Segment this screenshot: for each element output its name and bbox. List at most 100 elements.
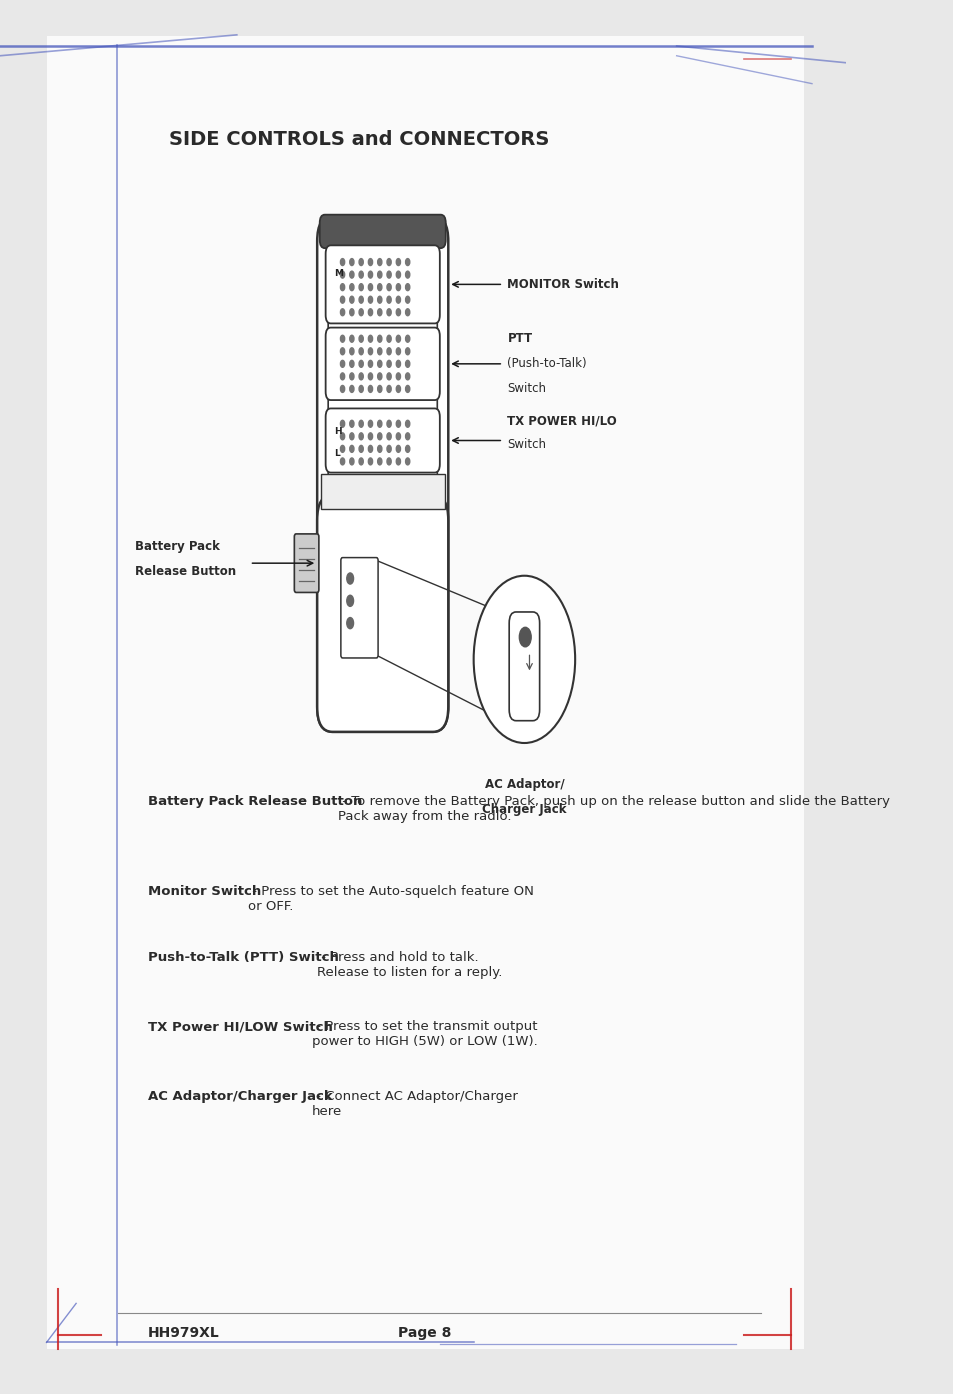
Circle shape (350, 457, 354, 466)
Circle shape (387, 361, 391, 368)
Circle shape (395, 386, 400, 393)
Circle shape (405, 386, 410, 393)
Text: - Press to set the transmit output
power to HIGH (5W) or LOW (1W).: - Press to set the transmit output power… (312, 1020, 537, 1048)
Circle shape (368, 284, 373, 291)
Circle shape (340, 361, 344, 368)
Circle shape (405, 348, 410, 355)
Circle shape (340, 446, 344, 452)
Circle shape (387, 457, 391, 466)
Circle shape (395, 457, 400, 466)
Circle shape (387, 432, 391, 441)
Circle shape (405, 259, 410, 265)
Circle shape (387, 421, 391, 427)
Text: Push-to-Talk (PTT) Switch: Push-to-Talk (PTT) Switch (148, 951, 338, 963)
Text: HH979XL: HH979XL (148, 1326, 219, 1340)
Circle shape (387, 297, 391, 302)
Text: Page 8: Page 8 (397, 1326, 451, 1340)
Circle shape (340, 297, 344, 302)
Circle shape (387, 386, 391, 393)
Circle shape (340, 457, 344, 466)
Circle shape (405, 421, 410, 427)
Circle shape (368, 309, 373, 315)
Circle shape (340, 348, 344, 355)
Circle shape (358, 386, 363, 393)
Circle shape (377, 361, 381, 368)
Circle shape (395, 432, 400, 441)
Circle shape (387, 284, 391, 291)
Circle shape (340, 374, 344, 381)
Circle shape (368, 432, 373, 441)
Circle shape (387, 446, 391, 452)
Circle shape (350, 284, 354, 291)
Text: TX Power HI/LOW Switch: TX Power HI/LOW Switch (148, 1020, 333, 1033)
Circle shape (395, 446, 400, 452)
Text: PTT: PTT (507, 332, 532, 346)
Circle shape (405, 297, 410, 302)
Circle shape (405, 446, 410, 452)
Circle shape (358, 259, 363, 265)
Circle shape (368, 259, 373, 265)
Text: Battery Pack: Battery Pack (135, 539, 220, 553)
Text: SIDE CONTROLS and CONNECTORS: SIDE CONTROLS and CONNECTORS (169, 130, 549, 149)
Circle shape (395, 297, 400, 302)
Circle shape (387, 374, 391, 381)
Circle shape (405, 309, 410, 315)
Text: AC Adaptor/: AC Adaptor/ (484, 778, 563, 790)
Circle shape (358, 297, 363, 302)
FancyBboxPatch shape (340, 558, 377, 658)
Text: - Press and hold to talk.
Release to listen for a reply.: - Press and hold to talk. Release to lis… (317, 951, 502, 979)
Circle shape (368, 386, 373, 393)
Circle shape (368, 457, 373, 466)
Circle shape (377, 386, 381, 393)
Circle shape (377, 446, 381, 452)
Circle shape (340, 284, 344, 291)
Circle shape (350, 309, 354, 315)
FancyBboxPatch shape (319, 215, 445, 248)
Circle shape (358, 374, 363, 381)
Circle shape (340, 432, 344, 441)
Text: Charger Jack: Charger Jack (481, 803, 566, 815)
Text: H: H (334, 427, 341, 436)
Text: M: M (334, 269, 343, 277)
Circle shape (395, 361, 400, 368)
Circle shape (368, 272, 373, 279)
Circle shape (368, 361, 373, 368)
Circle shape (377, 457, 381, 466)
Circle shape (347, 618, 354, 629)
Circle shape (405, 284, 410, 291)
Circle shape (350, 297, 354, 302)
Circle shape (368, 374, 373, 381)
Circle shape (368, 348, 373, 355)
Circle shape (377, 374, 381, 381)
Circle shape (358, 446, 363, 452)
Circle shape (395, 348, 400, 355)
Circle shape (395, 259, 400, 265)
FancyBboxPatch shape (316, 495, 448, 732)
Circle shape (358, 432, 363, 441)
Circle shape (387, 259, 391, 265)
Circle shape (358, 457, 363, 466)
Circle shape (405, 374, 410, 381)
Text: MONITOR Switch: MONITOR Switch (507, 277, 618, 291)
Text: L: L (334, 449, 339, 457)
Circle shape (350, 386, 354, 393)
Circle shape (395, 309, 400, 315)
Circle shape (377, 284, 381, 291)
Circle shape (350, 421, 354, 427)
FancyBboxPatch shape (47, 36, 802, 1349)
Text: AC Adaptor/Charger Jack: AC Adaptor/Charger Jack (148, 1090, 333, 1103)
Circle shape (387, 272, 391, 279)
Circle shape (377, 259, 381, 265)
Text: - Connect AC Adaptor/Charger
here: - Connect AC Adaptor/Charger here (312, 1090, 517, 1118)
Circle shape (350, 446, 354, 452)
Circle shape (473, 576, 575, 743)
FancyBboxPatch shape (325, 328, 439, 400)
Circle shape (350, 348, 354, 355)
Text: - To remove the Battery Pack, push up on the release button and slide the Batter: - To remove the Battery Pack, push up on… (337, 795, 889, 822)
Text: Switch: Switch (507, 382, 546, 396)
FancyBboxPatch shape (325, 408, 439, 473)
Circle shape (377, 309, 381, 315)
Text: (Push-to-Talk): (Push-to-Talk) (507, 357, 586, 371)
Circle shape (347, 573, 354, 584)
Circle shape (368, 446, 373, 452)
